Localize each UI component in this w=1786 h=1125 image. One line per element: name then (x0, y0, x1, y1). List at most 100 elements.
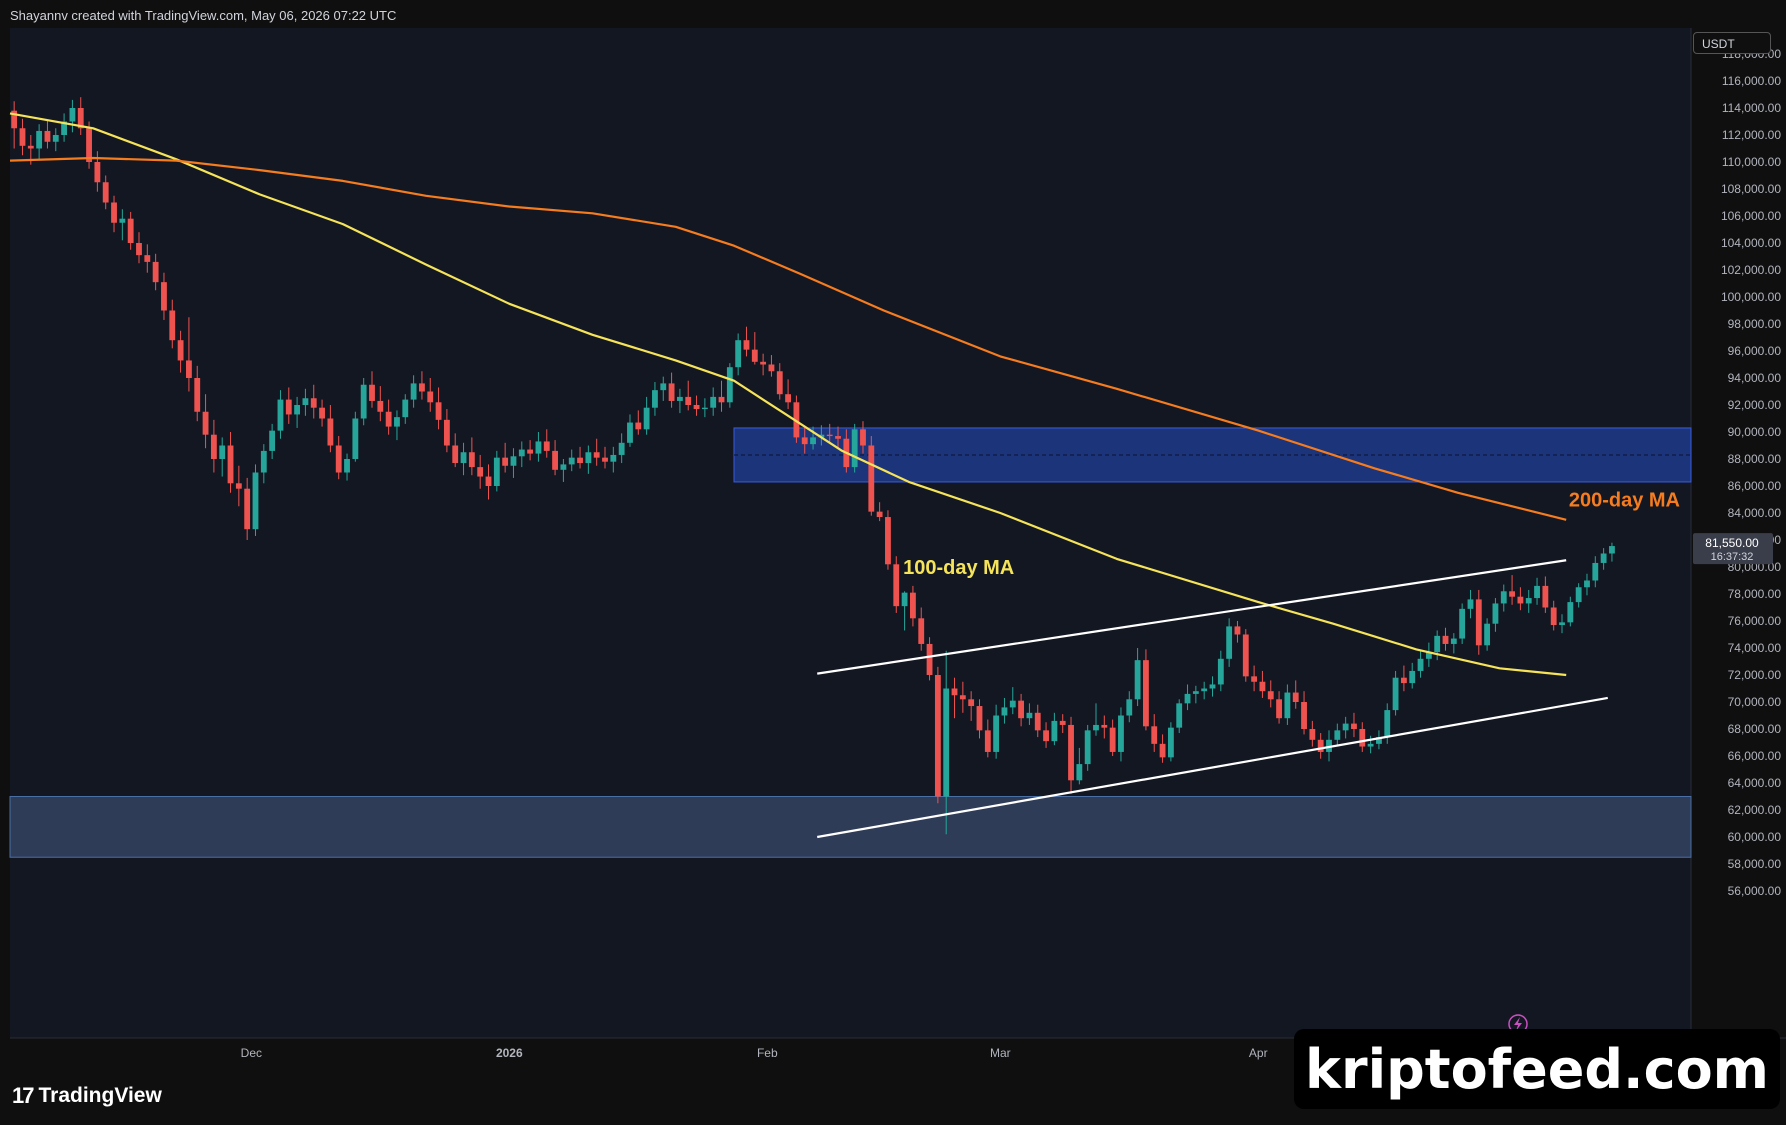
price-axis[interactable]: 56,000.00 58,000.00 60,000.00 62,000.00 64,0… (1693, 47, 1781, 898)
candle (552, 440, 558, 476)
candle-body (893, 564, 900, 607)
price-tick-label: 114,000.00 (1722, 101, 1781, 115)
price-tick-label: 94,000.00 (1728, 371, 1782, 385)
candle (893, 556, 900, 613)
candle-body (1251, 676, 1258, 682)
candle (1167, 722, 1174, 762)
candle (210, 419, 217, 473)
candle-body (169, 310, 176, 341)
candle-body (901, 592, 908, 607)
candle (360, 378, 367, 426)
candle-body (959, 695, 966, 700)
candle-body (294, 405, 301, 415)
candle-body (1517, 596, 1524, 604)
candle-body (1209, 684, 1216, 689)
candle-body (1575, 587, 1582, 603)
candle (1475, 589, 1482, 655)
candle-body (710, 396, 717, 408)
candle-body (835, 436, 841, 439)
candle-body (1367, 743, 1374, 747)
candle-body (593, 452, 600, 458)
currency-button[interactable]: USDT (1693, 32, 1771, 54)
candle-body (485, 476, 492, 486)
candle (1234, 621, 1241, 643)
candle-body (502, 457, 509, 466)
candle (1334, 723, 1341, 747)
time-tick-label: 2026 (496, 1046, 523, 1060)
candle (327, 405, 334, 453)
candle-body (1542, 585, 1549, 608)
candle (1192, 685, 1199, 704)
candle (901, 591, 908, 631)
candle (868, 436, 875, 516)
candle (535, 432, 542, 462)
candle (1376, 730, 1382, 750)
candle-body (543, 441, 550, 451)
candle (127, 211, 134, 250)
candle-body (685, 396, 692, 405)
candle-body (1276, 699, 1282, 719)
candle-body (277, 399, 284, 431)
candle-body (252, 472, 259, 530)
candle (260, 444, 267, 484)
candle (851, 423, 858, 473)
candle-body (19, 128, 26, 146)
candle (984, 719, 991, 758)
candle-body (1026, 712, 1033, 719)
channel-layer (817, 559, 1608, 839)
candle (61, 113, 68, 142)
candle-body (993, 715, 1000, 752)
tradingview-logo[interactable]: 17 TradingView (12, 1083, 162, 1109)
candle (385, 399, 392, 435)
candle-body (743, 340, 750, 350)
time-tick-label: Mar (990, 1046, 1011, 1060)
candle (1034, 704, 1041, 738)
candle-body (1442, 635, 1449, 644)
candle-body (360, 384, 367, 419)
candle (1267, 680, 1274, 708)
candle-body (602, 457, 608, 462)
candle-body (210, 434, 217, 459)
candle-body (535, 441, 542, 454)
candle-body (627, 422, 633, 443)
candle (485, 464, 492, 500)
candle (1317, 733, 1324, 759)
candle (19, 118, 26, 156)
candle (668, 372, 675, 408)
candle-body (1176, 703, 1183, 728)
candle-body (177, 340, 184, 361)
candle (1442, 627, 1449, 651)
candle-body (851, 429, 858, 468)
price-tick-label: 102,000.00 (1721, 263, 1781, 277)
candle (1509, 575, 1515, 605)
candle (585, 445, 592, 474)
candle (136, 232, 142, 264)
candle (976, 699, 983, 739)
candle (1143, 649, 1149, 731)
candle (294, 396, 301, 428)
plot-background (10, 28, 1691, 1038)
candle (652, 382, 658, 416)
candle (1184, 684, 1191, 711)
candle-body (1384, 710, 1391, 738)
candle (235, 465, 242, 507)
candle (1001, 697, 1008, 724)
current-price-badge (1693, 533, 1773, 565)
candle (1276, 691, 1282, 724)
candle-body (86, 128, 92, 162)
candle (776, 363, 783, 400)
candle-body (1351, 723, 1357, 729)
ma-200-line (9, 156, 1567, 521)
candle (1575, 583, 1582, 608)
candle (1517, 587, 1524, 611)
time-tick-label: Feb (757, 1046, 778, 1060)
candle (86, 121, 92, 169)
candle-body (776, 371, 783, 395)
current-price-label: 81,550.00 (1705, 536, 1759, 550)
candle-body (327, 418, 334, 446)
candle-body (1184, 693, 1191, 704)
candle (1392, 670, 1399, 716)
candle (1592, 556, 1599, 588)
candle-body (760, 361, 767, 365)
